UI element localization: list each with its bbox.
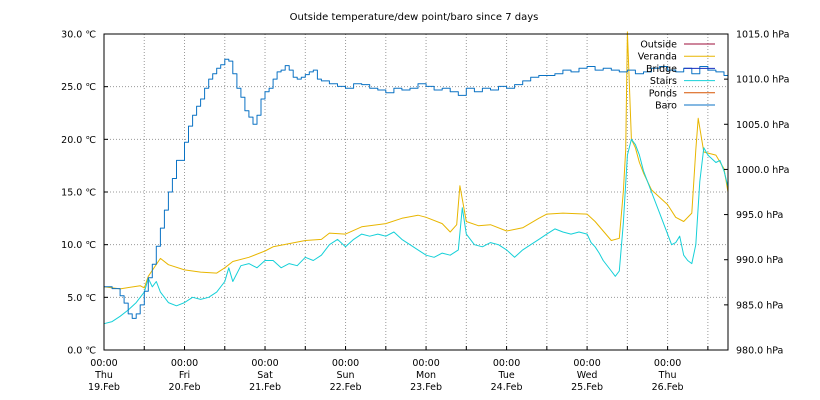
chart-title: Outside temperature/dew point/baro since…: [290, 12, 539, 23]
x-tick-label-day: Mon: [416, 370, 436, 381]
y-left-tick-label: 20.0 ℃: [61, 135, 96, 146]
y-left-tick-label: 5.0 ℃: [67, 293, 96, 304]
x-tick-label-date: 26.Feb: [652, 382, 684, 393]
x-tick-label-day: Tue: [497, 370, 514, 381]
x-tick-label-time: 00:00: [654, 358, 681, 369]
legend-label-stairs: Stairs: [650, 76, 677, 87]
x-tick-label-day: Sat: [257, 370, 273, 381]
x-tick-label-day: Fri: [179, 370, 190, 381]
x-tick-label-date: 25.Feb: [571, 382, 603, 393]
y-left-tick-label: 25.0 ℃: [61, 82, 96, 93]
x-tick-label-date: 19.Feb: [88, 382, 120, 393]
y-right-tick-label: 980.0 hPa: [736, 346, 783, 357]
y-right-tick-label: 985.0 hPa: [736, 300, 783, 311]
legend-label-ponds: Ponds: [649, 88, 677, 99]
legend-label-bridge: Bridge: [646, 64, 677, 75]
series-line-baro: [104, 58, 729, 319]
x-tick-label-day: Thu: [94, 370, 113, 381]
x-tick-label-time: 00:00: [573, 358, 600, 369]
y-left-tick-label: 0.0 ℃: [67, 346, 96, 357]
y-right-tick-label: 995.0 hPa: [736, 210, 783, 221]
y-right-tick-label: 1015.0 hPa: [736, 30, 789, 41]
x-tick-label-time: 00:00: [251, 358, 278, 369]
x-tick-label-time: 00:00: [171, 358, 198, 369]
series-line-veranda: [103, 31, 729, 290]
x-tick-label-date: 21.Feb: [249, 382, 281, 393]
series-layer: [103, 31, 729, 325]
axis-layer: 0.0 ℃ 5.0 ℃ 10.0 ℃ 15.0 ℃ 20.0 ℃ 25.0 ℃ 30.0 ℃…: [61, 30, 789, 394]
x-tick-label-day: Thu: [658, 370, 677, 381]
x-tick-label-time: 00:00: [90, 358, 117, 369]
series-line-stairs: [103, 138, 729, 325]
x-tick-label-time: 00:00: [412, 358, 439, 369]
y-left-tick-label: 30.0 ℃: [61, 30, 96, 41]
x-tick-label-day: Wed: [577, 370, 598, 381]
y-left-tick-label: 15.0 ℃: [61, 188, 96, 199]
y-right-tick-label: 1000.0 hPa: [736, 165, 789, 176]
grid-layer: [104, 34, 728, 350]
legend-label-baro: Baro: [655, 101, 677, 112]
y-left-tick-label: 10.0 ℃: [61, 240, 96, 251]
y-right-tick-label: 1005.0 hPa: [736, 120, 789, 131]
x-tick-label-day: Sun: [337, 370, 355, 381]
y-right-tick-label: 1010.0 hPa: [736, 75, 789, 86]
x-tick-label-date: 23.Feb: [410, 382, 442, 393]
x-tick-label-time: 00:00: [493, 358, 520, 369]
legend-label-veranda: Veranda: [638, 52, 677, 63]
x-tick-label-date: 20.Feb: [169, 382, 201, 393]
x-tick-label-date: 22.Feb: [330, 382, 362, 393]
x-tick-label-date: 24.Feb: [491, 382, 523, 393]
y-right-tick-label: 990.0 hPa: [736, 255, 783, 266]
legend-label-outside: Outside: [640, 40, 677, 51]
x-tick-label-time: 00:00: [332, 358, 359, 369]
